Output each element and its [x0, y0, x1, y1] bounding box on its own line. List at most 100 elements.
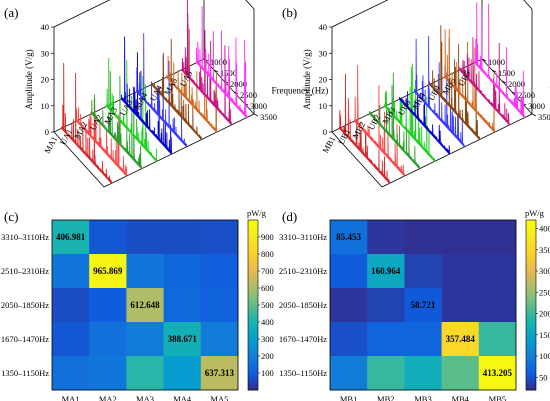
- cell-value-label: 406.981: [56, 232, 86, 242]
- colorbar-segment: [248, 285, 258, 289]
- box-edge: [381, 113, 533, 188]
- heatmap-cell: [330, 356, 368, 391]
- colorbar-segment: [526, 239, 536, 244]
- series-baseline: [121, 98, 172, 155]
- row-label: 2050–1850Hz: [1, 300, 49, 310]
- colorbar-segment: [248, 307, 258, 312]
- x-axis-label: Frequency (Hz): [272, 85, 329, 95]
- series-baseline: [474, 62, 525, 118]
- heatmap-cell: [200, 254, 239, 289]
- colorbar-segment: [248, 341, 258, 346]
- colorbar-segment: [526, 234, 536, 238]
- colorbar-segment: [526, 248, 536, 252]
- colorbar-segment: [248, 254, 258, 258]
- colorbar-segment: [248, 288, 258, 292]
- colorbar-segment: [526, 285, 536, 289]
- z-tick-label: 0: [323, 127, 327, 137]
- colorbar-segment: [526, 282, 536, 286]
- heatmap-cell: [367, 356, 405, 391]
- heatmap-cell: [163, 356, 202, 391]
- colorbar-segment: [248, 271, 258, 275]
- z-tick-label: 30: [319, 48, 328, 58]
- colorbar-segment: [248, 313, 258, 317]
- series-line-UA3: [136, 33, 187, 147]
- series-baseline: [339, 128, 390, 184]
- colorbar-tick-label: 200: [539, 309, 550, 319]
- series-baseline: [61, 128, 112, 184]
- colorbar-segment: [248, 305, 258, 309]
- colorbar-segment: [248, 378, 258, 382]
- series-baseline: [429, 84, 480, 140]
- heatmap-cell: [441, 254, 480, 289]
- heatmap-cell: [404, 288, 442, 323]
- colorbar-segment: [526, 268, 536, 272]
- colorbar-segment: [526, 324, 536, 329]
- col-label: MB4: [451, 394, 469, 401]
- colorbar-segment: [248, 381, 258, 385]
- colorbar-segment: [526, 313, 536, 317]
- freq-axis-line: [331, 131, 383, 188]
- series-line-MB3: [399, 91, 450, 155]
- heatmap-cell: [89, 220, 127, 255]
- heatmap-cell: [163, 288, 202, 323]
- colorbar-tick-label: 700: [261, 266, 274, 276]
- colorbar-segment: [526, 276, 536, 280]
- heatmap-cell: [404, 356, 442, 391]
- heatmap-cell: [126, 288, 164, 323]
- colorbar-segment: [526, 330, 536, 334]
- colorbar-tick-label: 400: [539, 224, 550, 234]
- colorbar-segment: [526, 356, 536, 360]
- colorbar-segment: [526, 350, 536, 354]
- colorbar-segment: [248, 268, 258, 272]
- colorbar-segment: [526, 310, 536, 314]
- heatmap-cell: [89, 356, 127, 391]
- colorbar-segment: [248, 333, 258, 337]
- colorbar-segment: [526, 279, 536, 283]
- colorbar-segment: [526, 333, 536, 337]
- series-baseline: [76, 120, 127, 177]
- colorbar-tick-label: 900: [261, 232, 274, 242]
- colorbar-tick-label: 100: [261, 368, 274, 378]
- series-line-MB1: [339, 73, 390, 184]
- col-label: MA2: [99, 394, 117, 401]
- x-tick: [253, 113, 259, 117]
- heatmap-cell: [404, 322, 442, 357]
- z-tick-label: 40: [41, 22, 50, 32]
- heatmap-cell: [126, 254, 164, 289]
- colorbar-segment: [526, 387, 536, 391]
- box-edge: [245, 0, 255, 10]
- x-tick-label: 1000: [488, 57, 505, 67]
- colorbar-segment: [248, 237, 258, 241]
- heatmap-cell: [367, 322, 405, 357]
- colorbar-segment: [526, 265, 536, 269]
- colorbar-segment: [526, 262, 536, 266]
- row-label: 3310–3110Hz: [279, 232, 327, 242]
- x-tick-label: 1000: [210, 57, 227, 67]
- box-edge: [523, 0, 533, 10]
- z-tick-label: 10: [41, 101, 50, 111]
- x-tick: [501, 80, 507, 84]
- colorbar-segment: [248, 384, 258, 388]
- colorbar-segment: [248, 324, 258, 329]
- box-edge: [331, 0, 389, 28]
- colorbar-segment: [248, 228, 258, 232]
- series-line-MA5: [181, 0, 232, 126]
- row-label: 1670–1470Hz: [279, 334, 327, 344]
- colorbar-segment: [526, 251, 536, 255]
- heatmap-cell: [441, 322, 480, 357]
- cell-value-label: 58.721: [411, 300, 436, 310]
- series-baseline: [399, 98, 450, 155]
- colorbar-segment: [248, 248, 258, 252]
- series-label: MB1: [320, 135, 337, 155]
- colorbar-segment: [248, 262, 258, 266]
- series-baseline: [166, 76, 217, 133]
- colorbar-segment: [526, 273, 536, 278]
- colorbar-segment: [248, 350, 258, 354]
- colorbar-segment: [248, 319, 258, 323]
- box-edge: [53, 0, 111, 28]
- heatmap-cell: [478, 220, 517, 255]
- colorbar-segment: [248, 273, 258, 278]
- colorbar-segment: [248, 370, 258, 374]
- colorbar-tick-label: 150: [539, 330, 550, 340]
